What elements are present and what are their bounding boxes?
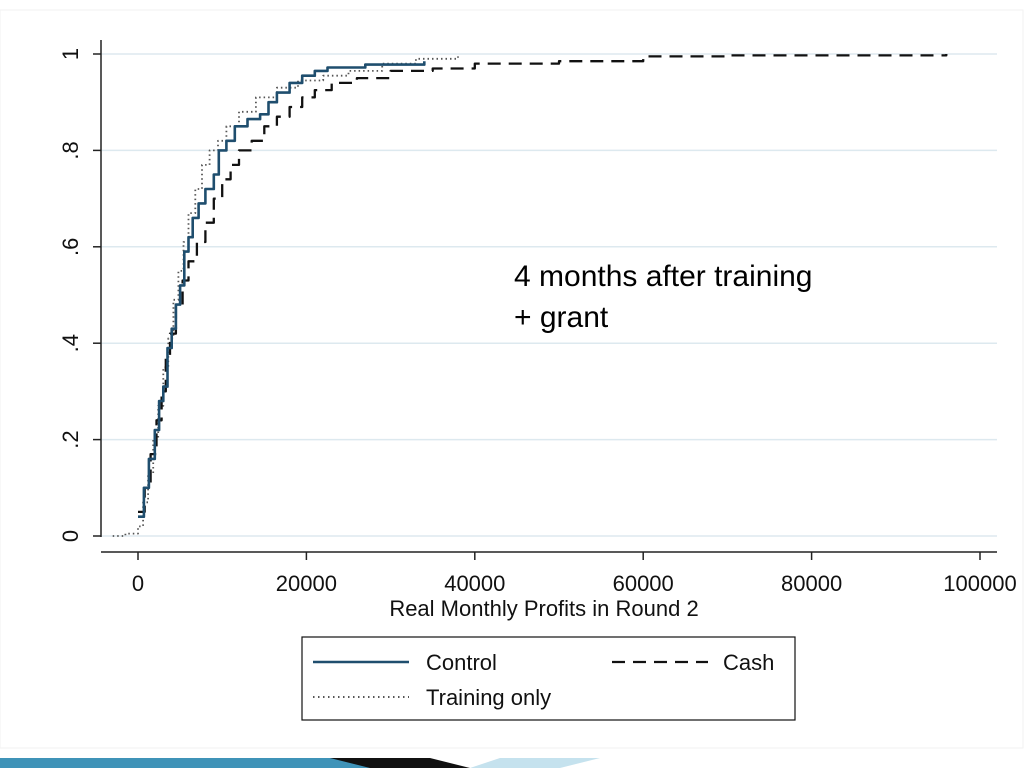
y-tick-label: .6 [58,238,83,256]
annotation-line-2: + grant [514,301,609,334]
x-ticks: 0 20000 40000 60000 80000 100000 [132,552,1017,596]
footer-blue-band [0,758,376,768]
y-tick-label: .8 [58,141,83,159]
footer-dark-band [330,758,470,768]
y-tick-label: 1 [58,48,83,60]
series-line-training-only [112,56,459,537]
footer-decoration [0,758,600,768]
legend-label-cash: Cash [723,650,774,675]
x-tick-label: 0 [132,571,144,596]
y-tick-label: .4 [58,334,83,352]
plot-region-border [0,9,1024,749]
series-line-control [138,61,426,518]
annotation-line-1: 4 months after training [514,260,813,293]
legend-label-control: Control [426,650,497,675]
x-tick-label: 80000 [781,571,842,596]
y-tick-label: 0 [58,530,83,542]
x-tick-label: 60000 [613,571,674,596]
y-tick-label: .2 [58,430,83,448]
x-tick-label: 100000 [943,571,1016,596]
y-ticks: 0 .2 .4 .6 .8 1 [58,48,101,542]
series-lines [112,54,948,537]
x-tick-label: 40000 [444,571,505,596]
axes [100,40,997,553]
series-line-cash [138,54,948,514]
annotation-text: 4 months after training + grant [514,260,821,334]
legend-box [301,636,796,721]
legend-label-training: Training only [426,685,551,710]
x-axis-label: Real Monthly Profits in Round 2 [389,596,698,621]
footer-light-band [470,758,600,768]
legend: Control Cash Training only [301,636,796,721]
x-tick-label: 20000 [276,571,337,596]
